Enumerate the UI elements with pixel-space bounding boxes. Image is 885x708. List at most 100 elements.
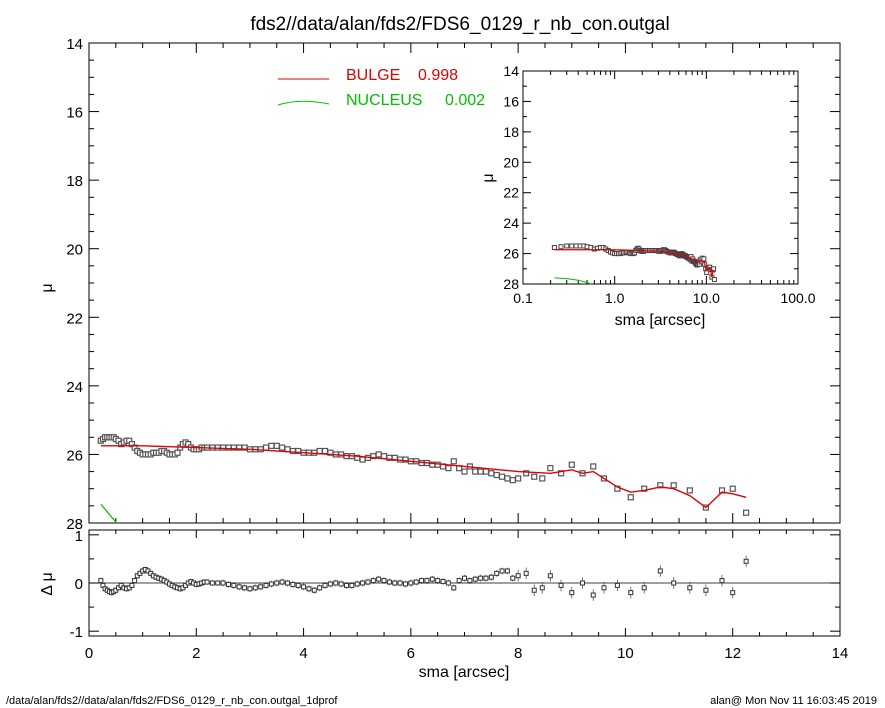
residual-data-point bbox=[641, 585, 647, 591]
residual-data-point bbox=[523, 570, 529, 576]
inset-x-tick-label: 100.0 bbox=[780, 290, 815, 306]
main-data-point bbox=[488, 470, 495, 477]
residual-data-point bbox=[129, 582, 135, 588]
residual-data-point bbox=[338, 581, 344, 587]
main-data-point bbox=[504, 475, 511, 482]
residual-data-point bbox=[408, 580, 414, 586]
main-data-point bbox=[461, 468, 468, 475]
main-x-tick-label: 0 bbox=[85, 645, 93, 662]
main-data-point bbox=[590, 463, 597, 470]
bulge-model-line bbox=[100, 445, 747, 509]
main-data-point bbox=[509, 477, 516, 484]
residual-data-point bbox=[601, 585, 607, 591]
residual-data-point bbox=[614, 582, 620, 588]
footer-right: alan@ Mon Nov 11 16:03:45 2019 bbox=[710, 695, 877, 707]
residual-data-point bbox=[322, 582, 328, 588]
main-data-point bbox=[743, 509, 750, 516]
main-data-point bbox=[273, 442, 280, 449]
main-data-point bbox=[657, 482, 664, 489]
residual-data-point bbox=[580, 580, 586, 586]
residual-data-point bbox=[370, 578, 376, 584]
residual-data-series bbox=[98, 555, 749, 601]
main-data-point bbox=[568, 461, 575, 468]
inset-y-tick-label: 26 bbox=[503, 246, 519, 262]
main-data-series bbox=[97, 434, 750, 524]
residual-data-point bbox=[590, 592, 596, 598]
legend-nucleus-value: 0.002 bbox=[445, 92, 485, 109]
residual-data-point bbox=[569, 590, 575, 596]
residual-data-point bbox=[462, 575, 467, 581]
main-data-point bbox=[279, 444, 286, 451]
main-data-point bbox=[523, 470, 530, 477]
main-data-point bbox=[268, 442, 275, 449]
main-y-tick-label: 20 bbox=[66, 242, 83, 259]
inset-x-tick-label: 10.0 bbox=[693, 290, 720, 306]
inset-data-point bbox=[558, 244, 564, 250]
main-data-point bbox=[686, 487, 693, 494]
inset-nucleus-model-line bbox=[554, 277, 592, 285]
main-data-point bbox=[557, 470, 565, 477]
main-data-point bbox=[472, 468, 479, 475]
main-y-tick-label: 24 bbox=[66, 379, 83, 396]
residual-data-point bbox=[242, 585, 248, 591]
residual-data-point bbox=[263, 582, 269, 588]
residual-data-point bbox=[456, 578, 462, 584]
residual-data-point bbox=[402, 581, 408, 587]
nucleus-model-line bbox=[100, 503, 118, 524]
residual-data-point bbox=[499, 568, 505, 574]
inset-data-point bbox=[564, 243, 570, 249]
residual-data-point bbox=[279, 579, 285, 585]
main-y-tick-label: 22 bbox=[66, 310, 83, 327]
main-y-label: μ bbox=[39, 283, 56, 292]
residual-data-point bbox=[451, 585, 457, 591]
residual-data-point bbox=[132, 578, 138, 584]
residual-data-point bbox=[268, 581, 274, 587]
residual-data-point bbox=[354, 581, 360, 587]
residual-data-point bbox=[311, 587, 317, 593]
residual-data-point bbox=[478, 575, 484, 581]
residual-data-point bbox=[429, 576, 435, 582]
residual-data-point bbox=[327, 581, 333, 587]
residual-data-point bbox=[343, 582, 349, 588]
main-data-point bbox=[450, 458, 457, 465]
residual-data-point bbox=[467, 578, 473, 584]
inset-y-tick-label: 24 bbox=[503, 215, 519, 231]
inset-y-tick-label: 22 bbox=[503, 185, 519, 201]
main-x-tick-label: 4 bbox=[299, 645, 307, 662]
residual-data-point bbox=[472, 576, 478, 582]
residual-data-point bbox=[510, 575, 516, 581]
residual-data-point bbox=[317, 585, 323, 591]
main-x-tick-label: 10 bbox=[617, 645, 634, 662]
main-x-tick-label: 6 bbox=[407, 645, 415, 662]
inset-data-point bbox=[569, 243, 575, 249]
residual-data-point bbox=[687, 585, 693, 591]
residual-data-point bbox=[220, 580, 226, 586]
inset-bulge-model-line bbox=[554, 249, 715, 278]
residual-data-point bbox=[494, 570, 500, 576]
legend-bulge-value: 0.998 bbox=[418, 67, 458, 84]
residual-data-point bbox=[204, 579, 210, 585]
residual-data-point bbox=[424, 578, 430, 584]
residual-data-point bbox=[703, 587, 709, 593]
main-data-point bbox=[493, 471, 500, 479]
main-data-point bbox=[262, 444, 270, 451]
residual-data-point bbox=[445, 580, 451, 586]
inset-data-point bbox=[711, 276, 717, 282]
residual-data-point bbox=[247, 586, 253, 592]
residual-data-point bbox=[392, 580, 398, 586]
main-data-point bbox=[321, 447, 329, 455]
residual-data-point bbox=[419, 578, 425, 584]
main-y-tick-label: 16 bbox=[66, 105, 83, 122]
main-x-tick-label: 14 bbox=[832, 645, 849, 662]
residual-data-point bbox=[258, 584, 264, 590]
residual-data-point bbox=[360, 580, 366, 586]
inset-y-tick-label: 14 bbox=[503, 63, 519, 79]
main-data-point bbox=[482, 468, 490, 475]
inset-y-label: μ bbox=[480, 173, 497, 182]
main-data-point bbox=[539, 475, 546, 482]
main-data-point bbox=[477, 468, 484, 475]
residual-data-point bbox=[488, 574, 494, 580]
residual-data-point bbox=[381, 578, 387, 584]
main-data-point bbox=[515, 475, 522, 482]
